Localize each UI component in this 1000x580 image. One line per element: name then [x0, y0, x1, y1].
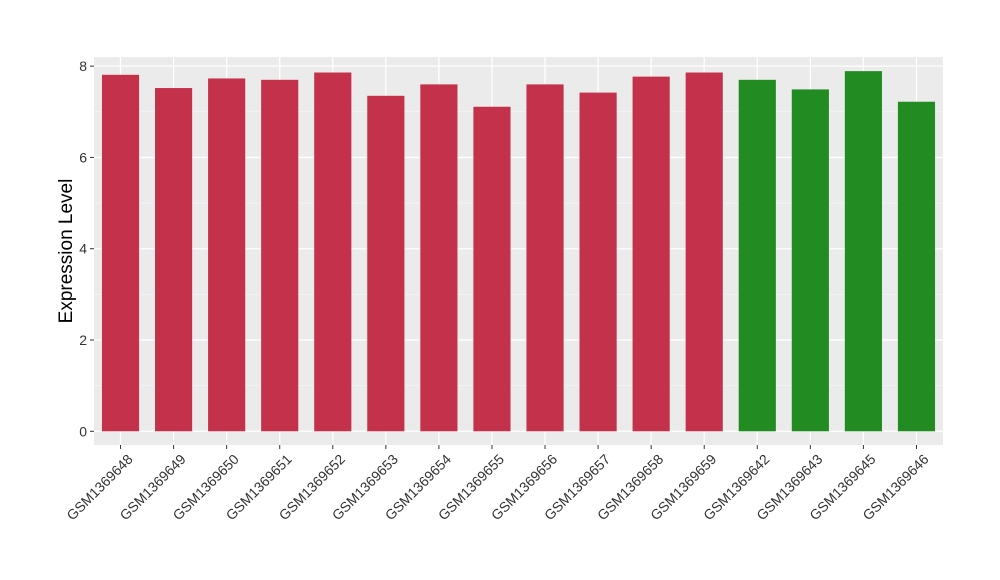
- bar-GSM1369657: [579, 92, 617, 432]
- bar-GSM1369642: [738, 79, 776, 432]
- bars: [101, 71, 936, 432]
- bar-GSM1369648: [101, 74, 140, 432]
- bar-GSM1369649: [155, 88, 193, 432]
- bar-GSM1369653: [367, 95, 405, 432]
- y-tick-label: 2: [79, 332, 87, 348]
- bar-GSM1369658: [632, 76, 670, 432]
- y-axis-title: Expression Level: [56, 179, 77, 324]
- bar-GSM1369659: [685, 72, 723, 432]
- y-tick-label: 8: [79, 58, 87, 74]
- bar-GSM1369654: [420, 84, 458, 432]
- bar-GSM1369643: [791, 89, 829, 432]
- bar-GSM1369650: [208, 78, 246, 432]
- y-tick-label: 0: [79, 423, 87, 439]
- y-tick-label: 4: [79, 241, 87, 257]
- bar-GSM1369645: [844, 71, 882, 432]
- y-axis: 0 2 4 6 8: [79, 58, 94, 439]
- bar-GSM1369652: [314, 72, 352, 432]
- bar-GSM1369646: [897, 101, 936, 432]
- y-tick-label: 6: [79, 149, 87, 165]
- x-axis: GSM1369648GSM1369649GSM1369650GSM1369651…: [63, 445, 932, 523]
- bar-GSM1369651: [261, 79, 299, 432]
- bar-GSM1369656: [526, 84, 564, 432]
- bar-GSM1369655: [473, 106, 511, 432]
